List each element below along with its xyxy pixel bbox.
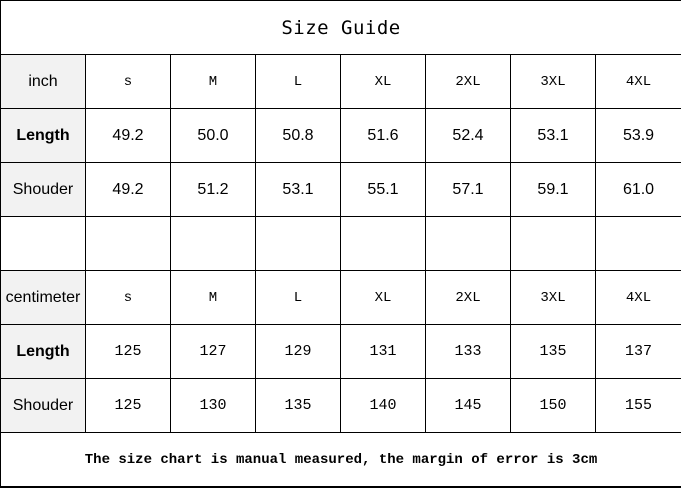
size-header: 3XL: [511, 271, 596, 325]
spacer-row: [1, 217, 681, 271]
size-header: 4XL: [596, 271, 681, 325]
note-row: The size chart is manual measured, the m…: [1, 433, 681, 488]
size-header: M: [171, 271, 256, 325]
measurement-cell: 59.1: [511, 163, 596, 217]
measurement-cell: 51.2: [171, 163, 256, 217]
measurement-cell: 61.0: [596, 163, 681, 217]
row-label: Length: [1, 325, 86, 379]
measurement-cell: 49.2: [86, 163, 171, 217]
measurement-cell: 55.1: [341, 163, 426, 217]
measurement-cell: 145: [426, 379, 511, 433]
measurement-cell: 125: [86, 325, 171, 379]
measurement-cell: 135: [256, 379, 341, 433]
measurement-cell: 130: [171, 379, 256, 433]
size-header: s: [86, 271, 171, 325]
size-header: XL: [341, 55, 426, 109]
measurement-cell: 125: [86, 379, 171, 433]
measurement-cell: 49.2: [86, 109, 171, 163]
empty-cell: [341, 217, 426, 271]
unit-label: centimeter: [1, 271, 86, 325]
empty-cell: [426, 217, 511, 271]
empty-cell: [511, 217, 596, 271]
measurement-cell: 131: [341, 325, 426, 379]
row-label: Length: [1, 109, 86, 163]
measurement-cell: 135: [511, 325, 596, 379]
row-label: Shouder: [1, 379, 86, 433]
measurement-cell: 50.8: [256, 109, 341, 163]
measurement-cell: 51.6: [341, 109, 426, 163]
measurement-cell: 140: [341, 379, 426, 433]
size-header: 3XL: [511, 55, 596, 109]
measurement-cell: 53.1: [511, 109, 596, 163]
measurement-cell: 53.1: [256, 163, 341, 217]
empty-cell: [1, 217, 86, 271]
size-header: 2XL: [426, 55, 511, 109]
size-header: 4XL: [596, 55, 681, 109]
footnote: The size chart is manual measured, the m…: [1, 433, 681, 488]
empty-cell: [171, 217, 256, 271]
size-header: 2XL: [426, 271, 511, 325]
unit-label: inch: [1, 55, 86, 109]
size-header: L: [256, 271, 341, 325]
measurement-cell: 53.9: [596, 109, 681, 163]
table-title: Size Guide: [1, 1, 681, 55]
empty-cell: [86, 217, 171, 271]
size-header: M: [171, 55, 256, 109]
measurement-cell: 50.0: [171, 109, 256, 163]
measurement-cell: 57.1: [426, 163, 511, 217]
measurement-cell: 155: [596, 379, 681, 433]
size-header: L: [256, 55, 341, 109]
empty-cell: [256, 217, 341, 271]
size-header: XL: [341, 271, 426, 325]
measurement-cell: 52.4: [426, 109, 511, 163]
measurement-cell: 150: [511, 379, 596, 433]
empty-cell: [596, 217, 681, 271]
size-header: s: [86, 55, 171, 109]
row-label: Shouder: [1, 163, 86, 217]
measurement-cell: 127: [171, 325, 256, 379]
measurement-cell: 137: [596, 325, 681, 379]
measurement-cell: 129: [256, 325, 341, 379]
measurement-cell: 133: [426, 325, 511, 379]
